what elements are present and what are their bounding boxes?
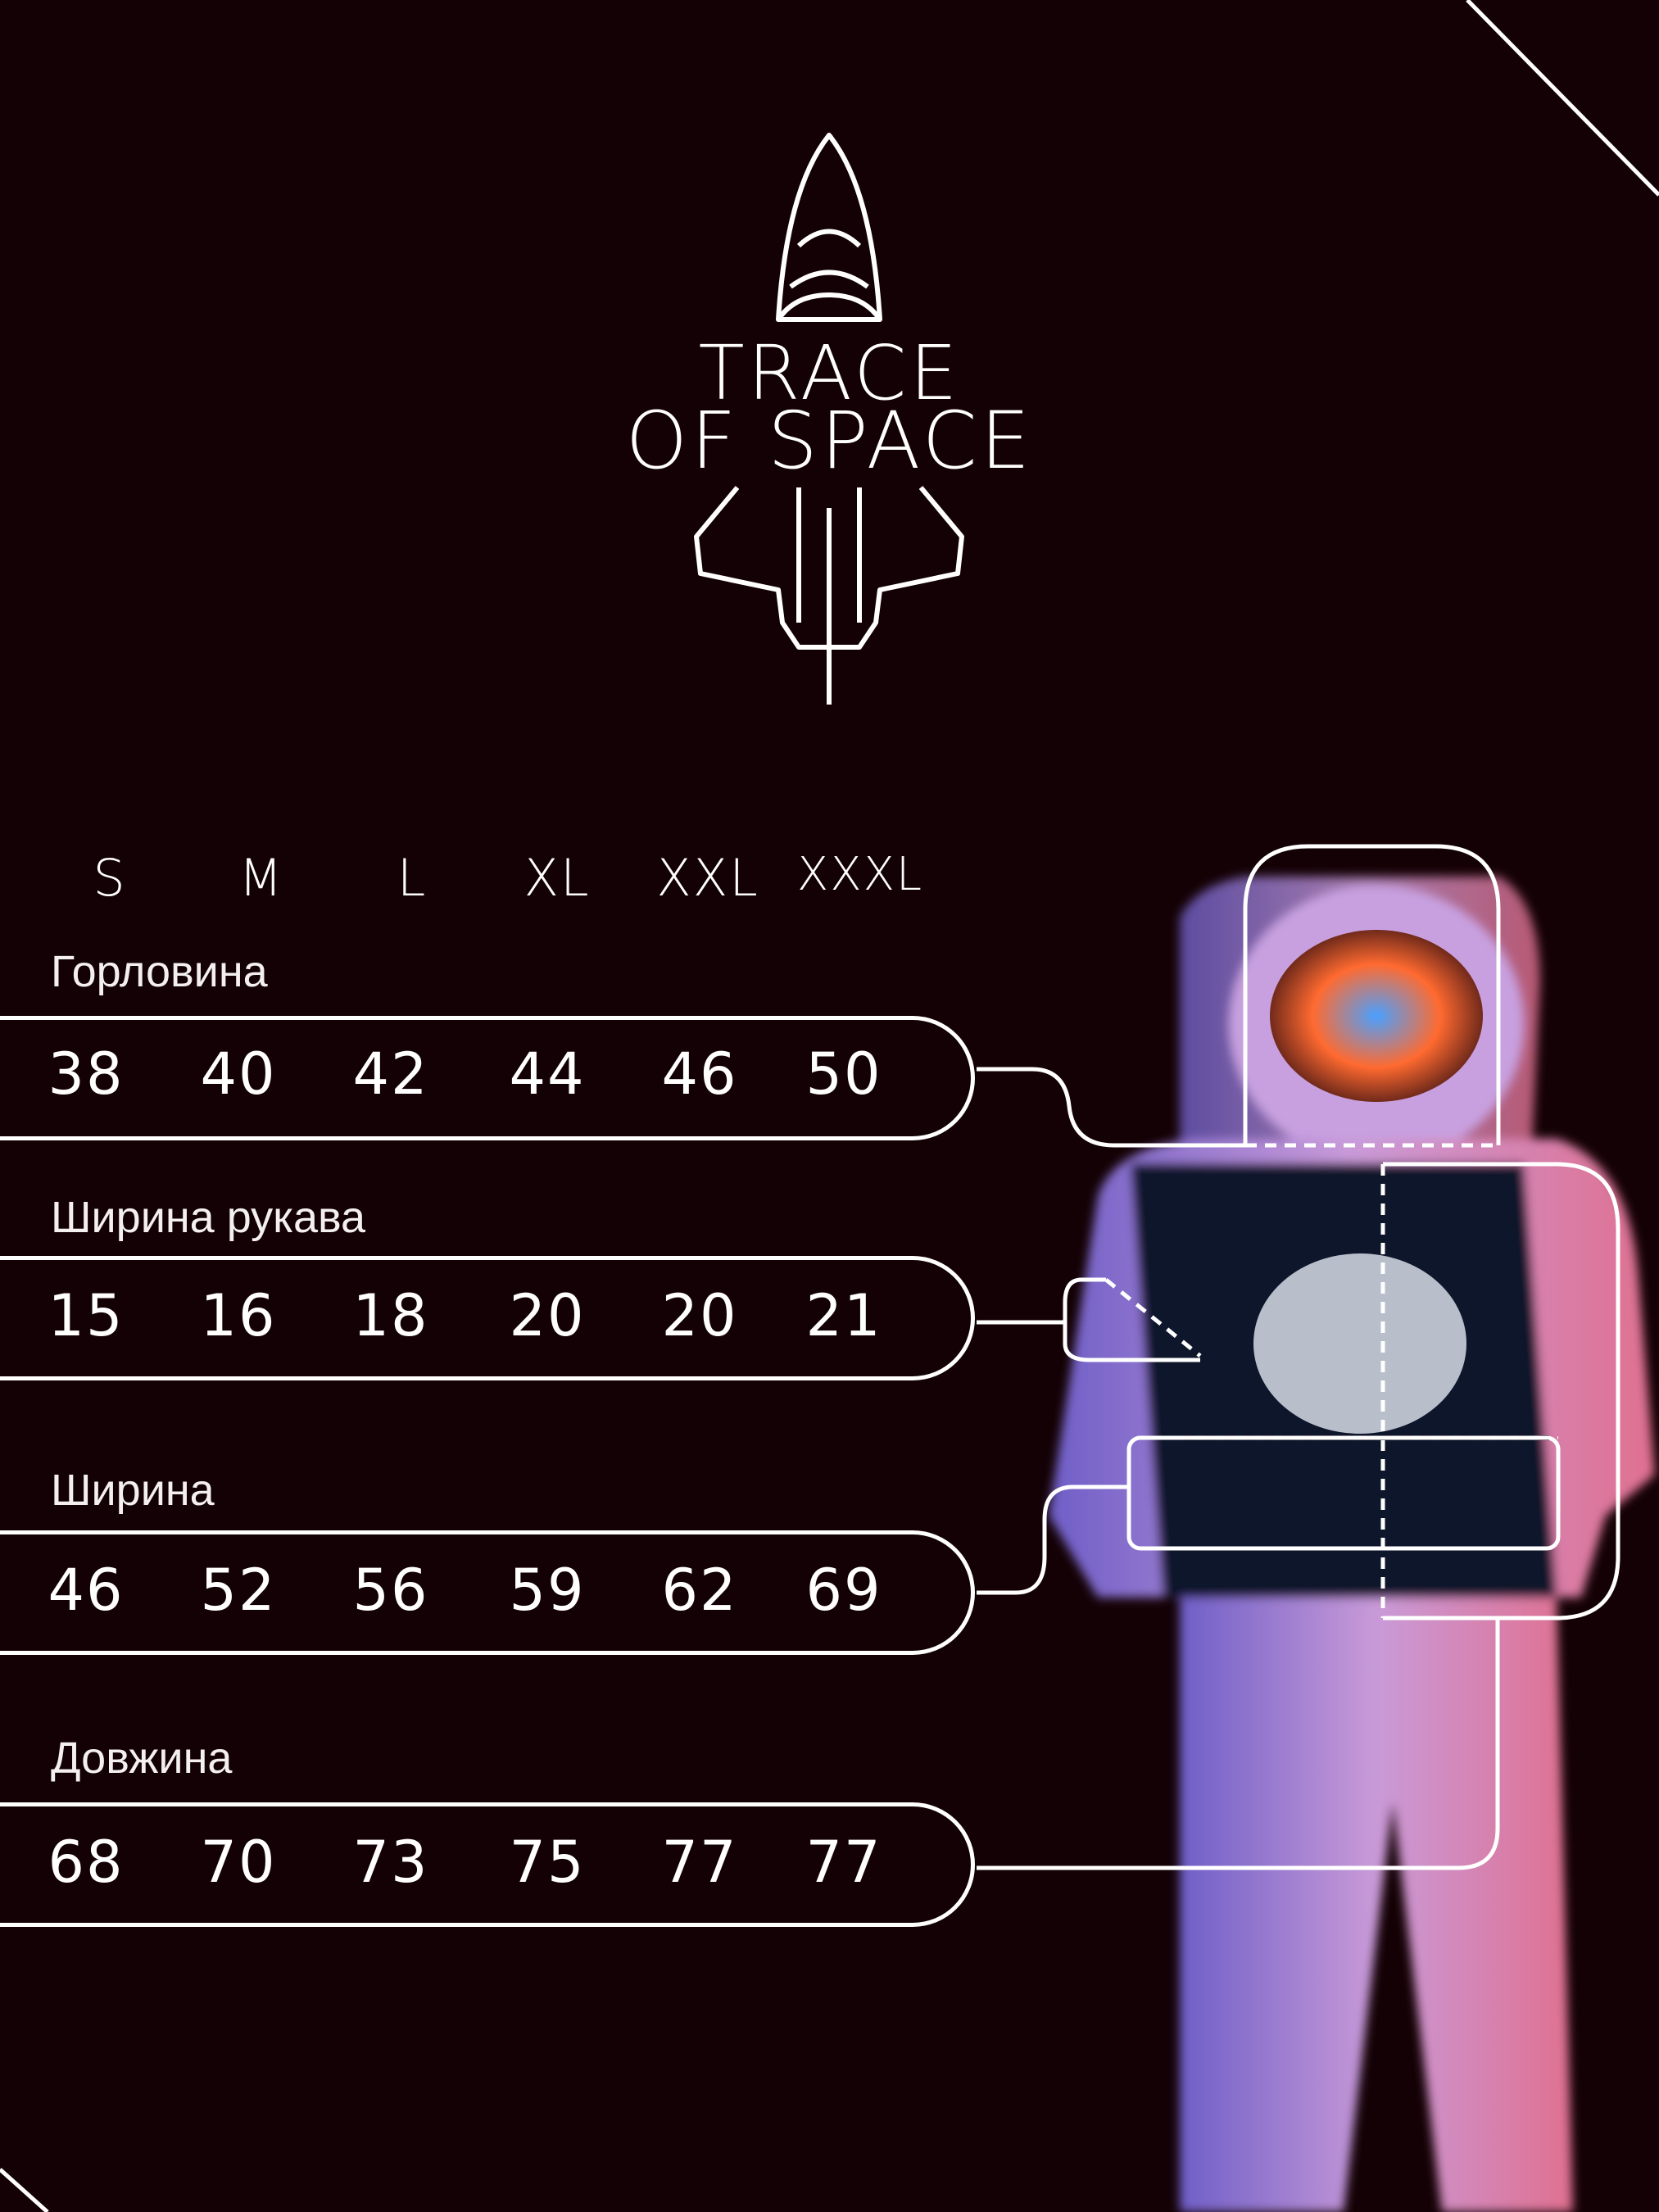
measurement-value: 20 [661, 1282, 738, 1349]
measurement-value: 21 [805, 1282, 882, 1349]
measurement-value: 18 [352, 1282, 429, 1349]
measurement-box [0, 1530, 975, 1655]
measurement-value: 50 [805, 1040, 882, 1108]
measurement-value: 75 [509, 1829, 586, 1896]
measurement-value: 62 [661, 1557, 738, 1624]
measurement-value: 77 [805, 1829, 882, 1896]
measurement-box [0, 1256, 975, 1380]
brand-line1: TRACE [698, 329, 961, 417]
measurement-value: 59 [509, 1557, 586, 1624]
measurement-value: 38 [48, 1040, 125, 1108]
brand-line2: OF SPACE [625, 395, 1034, 487]
measurement-label: Горловина [51, 947, 268, 996]
rocket-logo-icon [694, 133, 964, 705]
measurement-value: 70 [200, 1829, 277, 1896]
size-label: L [397, 848, 428, 908]
measurement-value: 52 [200, 1557, 277, 1624]
size-label: XL [524, 848, 591, 908]
measurement-box [0, 1016, 975, 1140]
corner-line [0, 2168, 49, 2212]
measurement-value: 15 [48, 1282, 125, 1349]
measurement-value: 46 [48, 1557, 125, 1624]
measurement-value: 16 [200, 1282, 277, 1349]
visor [1270, 930, 1483, 1102]
size-label: S [93, 848, 127, 908]
measurement-label: Ширина [51, 1466, 215, 1515]
helmet-frame [1243, 844, 1501, 1145]
measurement-label: Довжина [51, 1734, 233, 1783]
measurement-value: 77 [661, 1829, 738, 1896]
measurement-value: 44 [509, 1040, 586, 1108]
corner-line [1466, 0, 1659, 197]
size-label: M [238, 848, 284, 908]
measurement-value: 73 [352, 1829, 429, 1896]
measurement-value: 68 [48, 1829, 125, 1896]
measurement-value: 69 [805, 1557, 882, 1624]
measurement-value: 20 [509, 1282, 586, 1349]
shirt-print [1253, 1253, 1466, 1434]
measurement-box [0, 1802, 975, 1927]
size-label: XXXL [796, 848, 924, 901]
size-label: XXL [656, 848, 759, 908]
measurement-value: 56 [352, 1557, 429, 1624]
measurement-value: 42 [352, 1040, 429, 1108]
measurement-label: Ширина рукава [51, 1193, 366, 1242]
measurement-value: 46 [661, 1040, 738, 1108]
measurement-value: 40 [200, 1040, 277, 1108]
torso-frame [1383, 1162, 1620, 1620]
